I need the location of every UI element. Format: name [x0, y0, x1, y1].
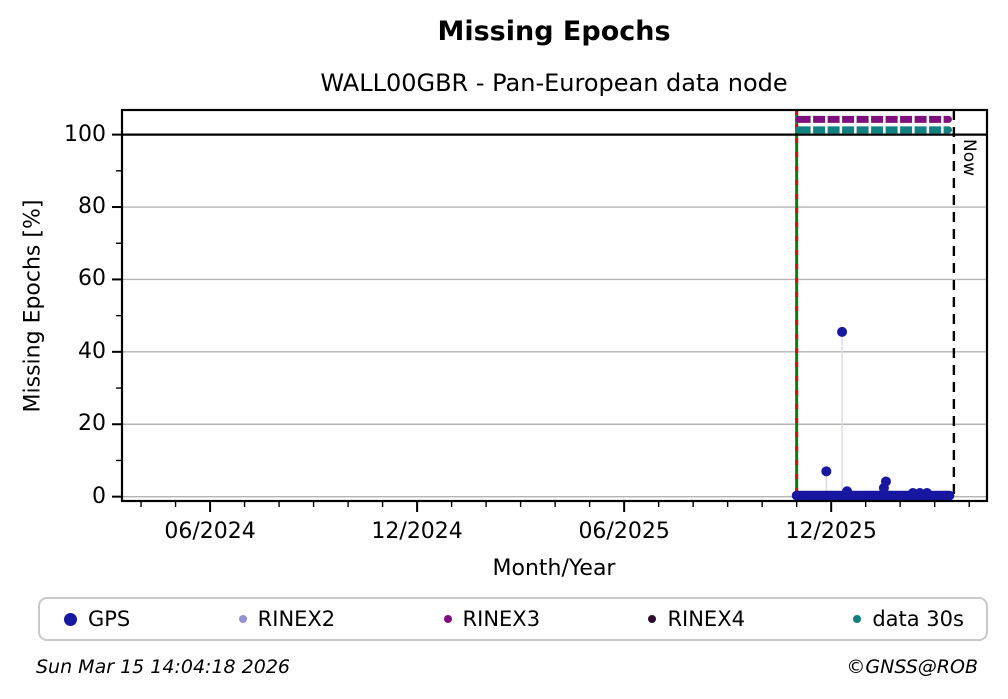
x-axis-label: Month/Year — [492, 556, 616, 581]
legend-label: GPS — [88, 607, 131, 631]
x-tick-label: 06/2025 — [578, 519, 670, 544]
legend-label: data 30s — [872, 607, 964, 631]
legend-label: RINEX3 — [462, 607, 541, 631]
x-tick-label: 12/2024 — [371, 519, 463, 544]
chart-subtitle: WALL00GBR - Pan-European data node — [320, 69, 788, 97]
legend-label: RINEX2 — [257, 607, 336, 631]
x-tick-label: 12/2025 — [785, 519, 877, 544]
legend-item-gps: GPS — [64, 607, 130, 631]
y-tick-label: 0 — [92, 483, 106, 509]
y-axis-label: Missing Epochs [%] — [20, 199, 46, 413]
legend-item-data-30s: data 30s — [853, 607, 964, 631]
y-tick-label: 100 — [64, 121, 106, 147]
now-annotation: Now — [959, 139, 979, 177]
legend-marker-icon — [648, 615, 657, 623]
chart-title: Missing Epochs — [437, 16, 671, 47]
y-tick-label: 40 — [78, 338, 106, 364]
x-tick-label: 06/2024 — [164, 519, 256, 544]
legend-marker-icon — [64, 612, 77, 626]
legend-item-rinex2: RINEX2 — [238, 607, 336, 631]
y-tick-label: 80 — [78, 194, 106, 220]
legend-item-rinex4: RINEX4 — [648, 607, 745, 631]
legend-item-rinex3: RINEX3 — [443, 607, 541, 631]
legend-marker-icon — [443, 615, 452, 623]
legend-marker-icon — [238, 615, 247, 623]
legend-box: GPS RINEX2 RINEX3 RINEX4 data 30s — [38, 597, 988, 641]
copyright-text: ©GNSS@ROB — [846, 656, 978, 678]
legend-marker-icon — [853, 615, 862, 623]
y-tick-label: 60 — [78, 266, 106, 292]
plot-timestamp: Sun Mar 15 14:04:18 2026 — [36, 656, 291, 678]
legend-label: RINEX4 — [667, 607, 745, 631]
y-tick-label: 20 — [78, 411, 106, 437]
